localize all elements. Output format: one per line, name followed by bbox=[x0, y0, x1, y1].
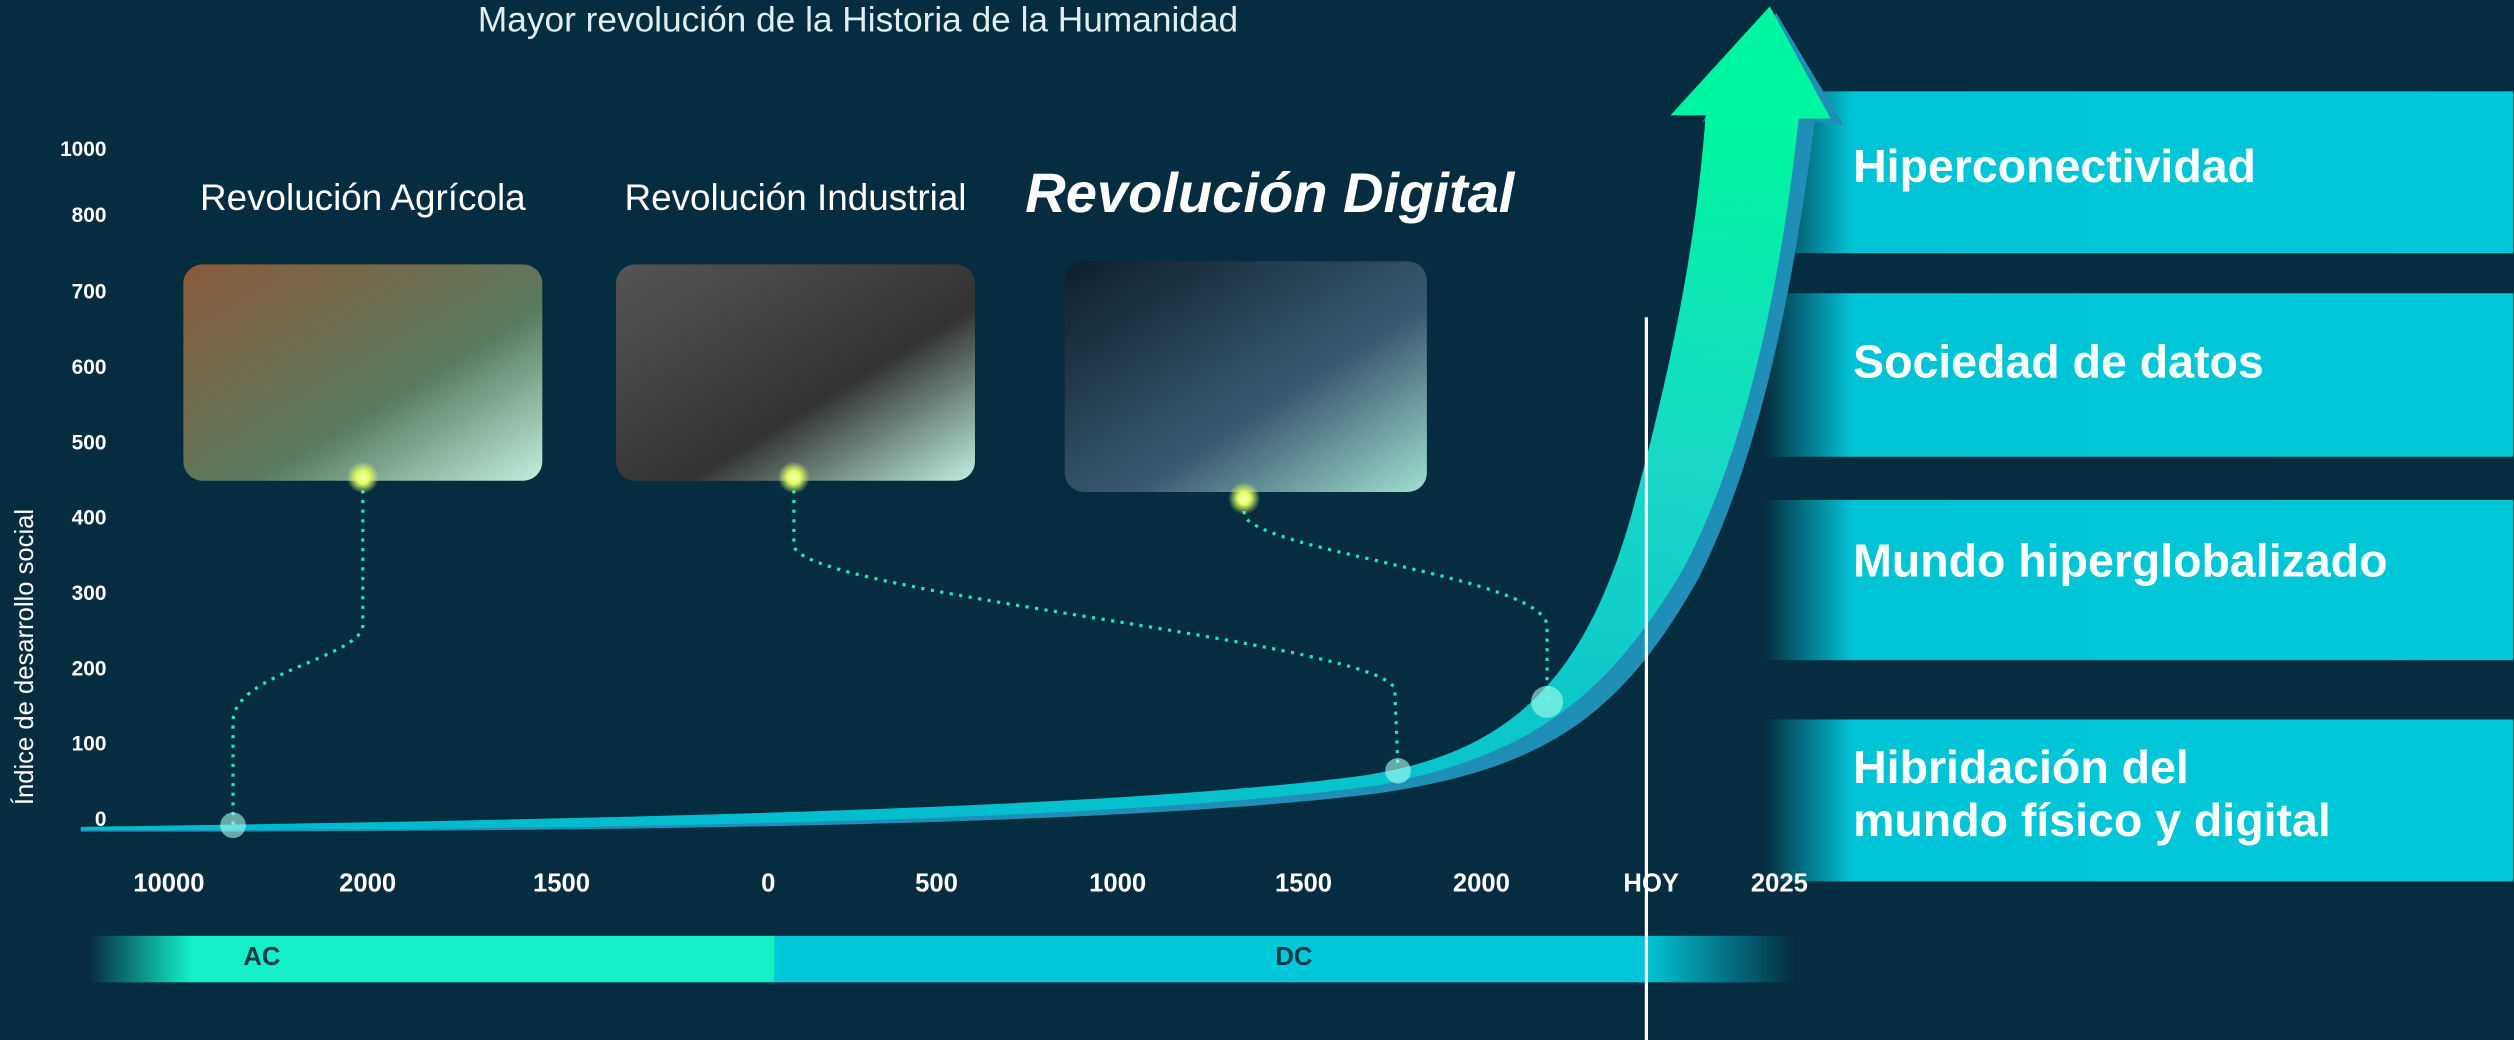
dot bbox=[220, 812, 246, 838]
x-tick-label: 2000 bbox=[1453, 869, 1510, 897]
x-tick-label: 1500 bbox=[533, 869, 590, 897]
y-tick-label: 800 bbox=[72, 204, 107, 227]
y-tick-label: 600 bbox=[72, 356, 107, 379]
x-tick-label: 2025 bbox=[1751, 869, 1808, 897]
connector bbox=[233, 481, 363, 826]
y-tick-label: 200 bbox=[72, 657, 107, 680]
connector bbox=[1244, 502, 1547, 702]
image-agricultural bbox=[183, 264, 542, 480]
page: Mayor revolución de la Historia de la Hu… bbox=[0, 0, 2514, 1040]
dot bbox=[778, 462, 810, 494]
title: Mayor revolución de la Historia de la Hu… bbox=[478, 1, 1238, 40]
y-tick-label: 0 bbox=[95, 808, 107, 831]
connectors bbox=[233, 481, 1547, 826]
revolution-title: Revolución Industrial bbox=[624, 177, 966, 218]
infographic: Mayor revolución de la Historia de la Hu… bbox=[0, 0, 2514, 1040]
dot bbox=[347, 462, 379, 494]
x-tick-label: 10000 bbox=[133, 869, 204, 897]
y-tick-label: 1000 bbox=[60, 138, 106, 161]
y-tick-label: 700 bbox=[72, 281, 107, 304]
era-label: AC bbox=[243, 943, 280, 971]
era-label: DC bbox=[1275, 943, 1312, 971]
x-tick-label: HOY bbox=[1623, 869, 1679, 897]
x-tick-label: 1000 bbox=[1089, 869, 1146, 897]
x-tick-label: 500 bbox=[915, 869, 958, 897]
trend-label: mundo físico y digital bbox=[1853, 794, 2331, 846]
y-tick-label: 500 bbox=[72, 431, 107, 454]
x-tick-label: 1500 bbox=[1275, 869, 1332, 897]
image-industrial bbox=[616, 264, 975, 480]
x-tick-label: 0 bbox=[761, 869, 775, 897]
trend-label: Sociedad de datos bbox=[1853, 336, 2264, 388]
dot bbox=[1385, 758, 1411, 784]
y-tick-label: 300 bbox=[72, 582, 107, 605]
dot bbox=[1531, 686, 1563, 718]
trend-label: Mundo hiperglobalizado bbox=[1853, 534, 2387, 586]
y-tick-label: 400 bbox=[72, 507, 107, 530]
trend-label: Hiperconectividad bbox=[1853, 140, 2256, 192]
dot bbox=[1228, 482, 1260, 514]
y-tick-label: 100 bbox=[72, 733, 107, 756]
x-tick-label: 2000 bbox=[339, 869, 396, 897]
revolution-title: Revolución Agrícola bbox=[200, 177, 526, 218]
trend-label: Hibridación del bbox=[1853, 741, 2189, 793]
era-bar-ac bbox=[89, 936, 775, 982]
connector bbox=[794, 481, 1398, 771]
image-digital bbox=[1065, 261, 1427, 492]
y-axis-label: Índice de desarrollo social bbox=[10, 509, 39, 805]
revolution-title: Revolución Digital bbox=[1025, 161, 1516, 224]
